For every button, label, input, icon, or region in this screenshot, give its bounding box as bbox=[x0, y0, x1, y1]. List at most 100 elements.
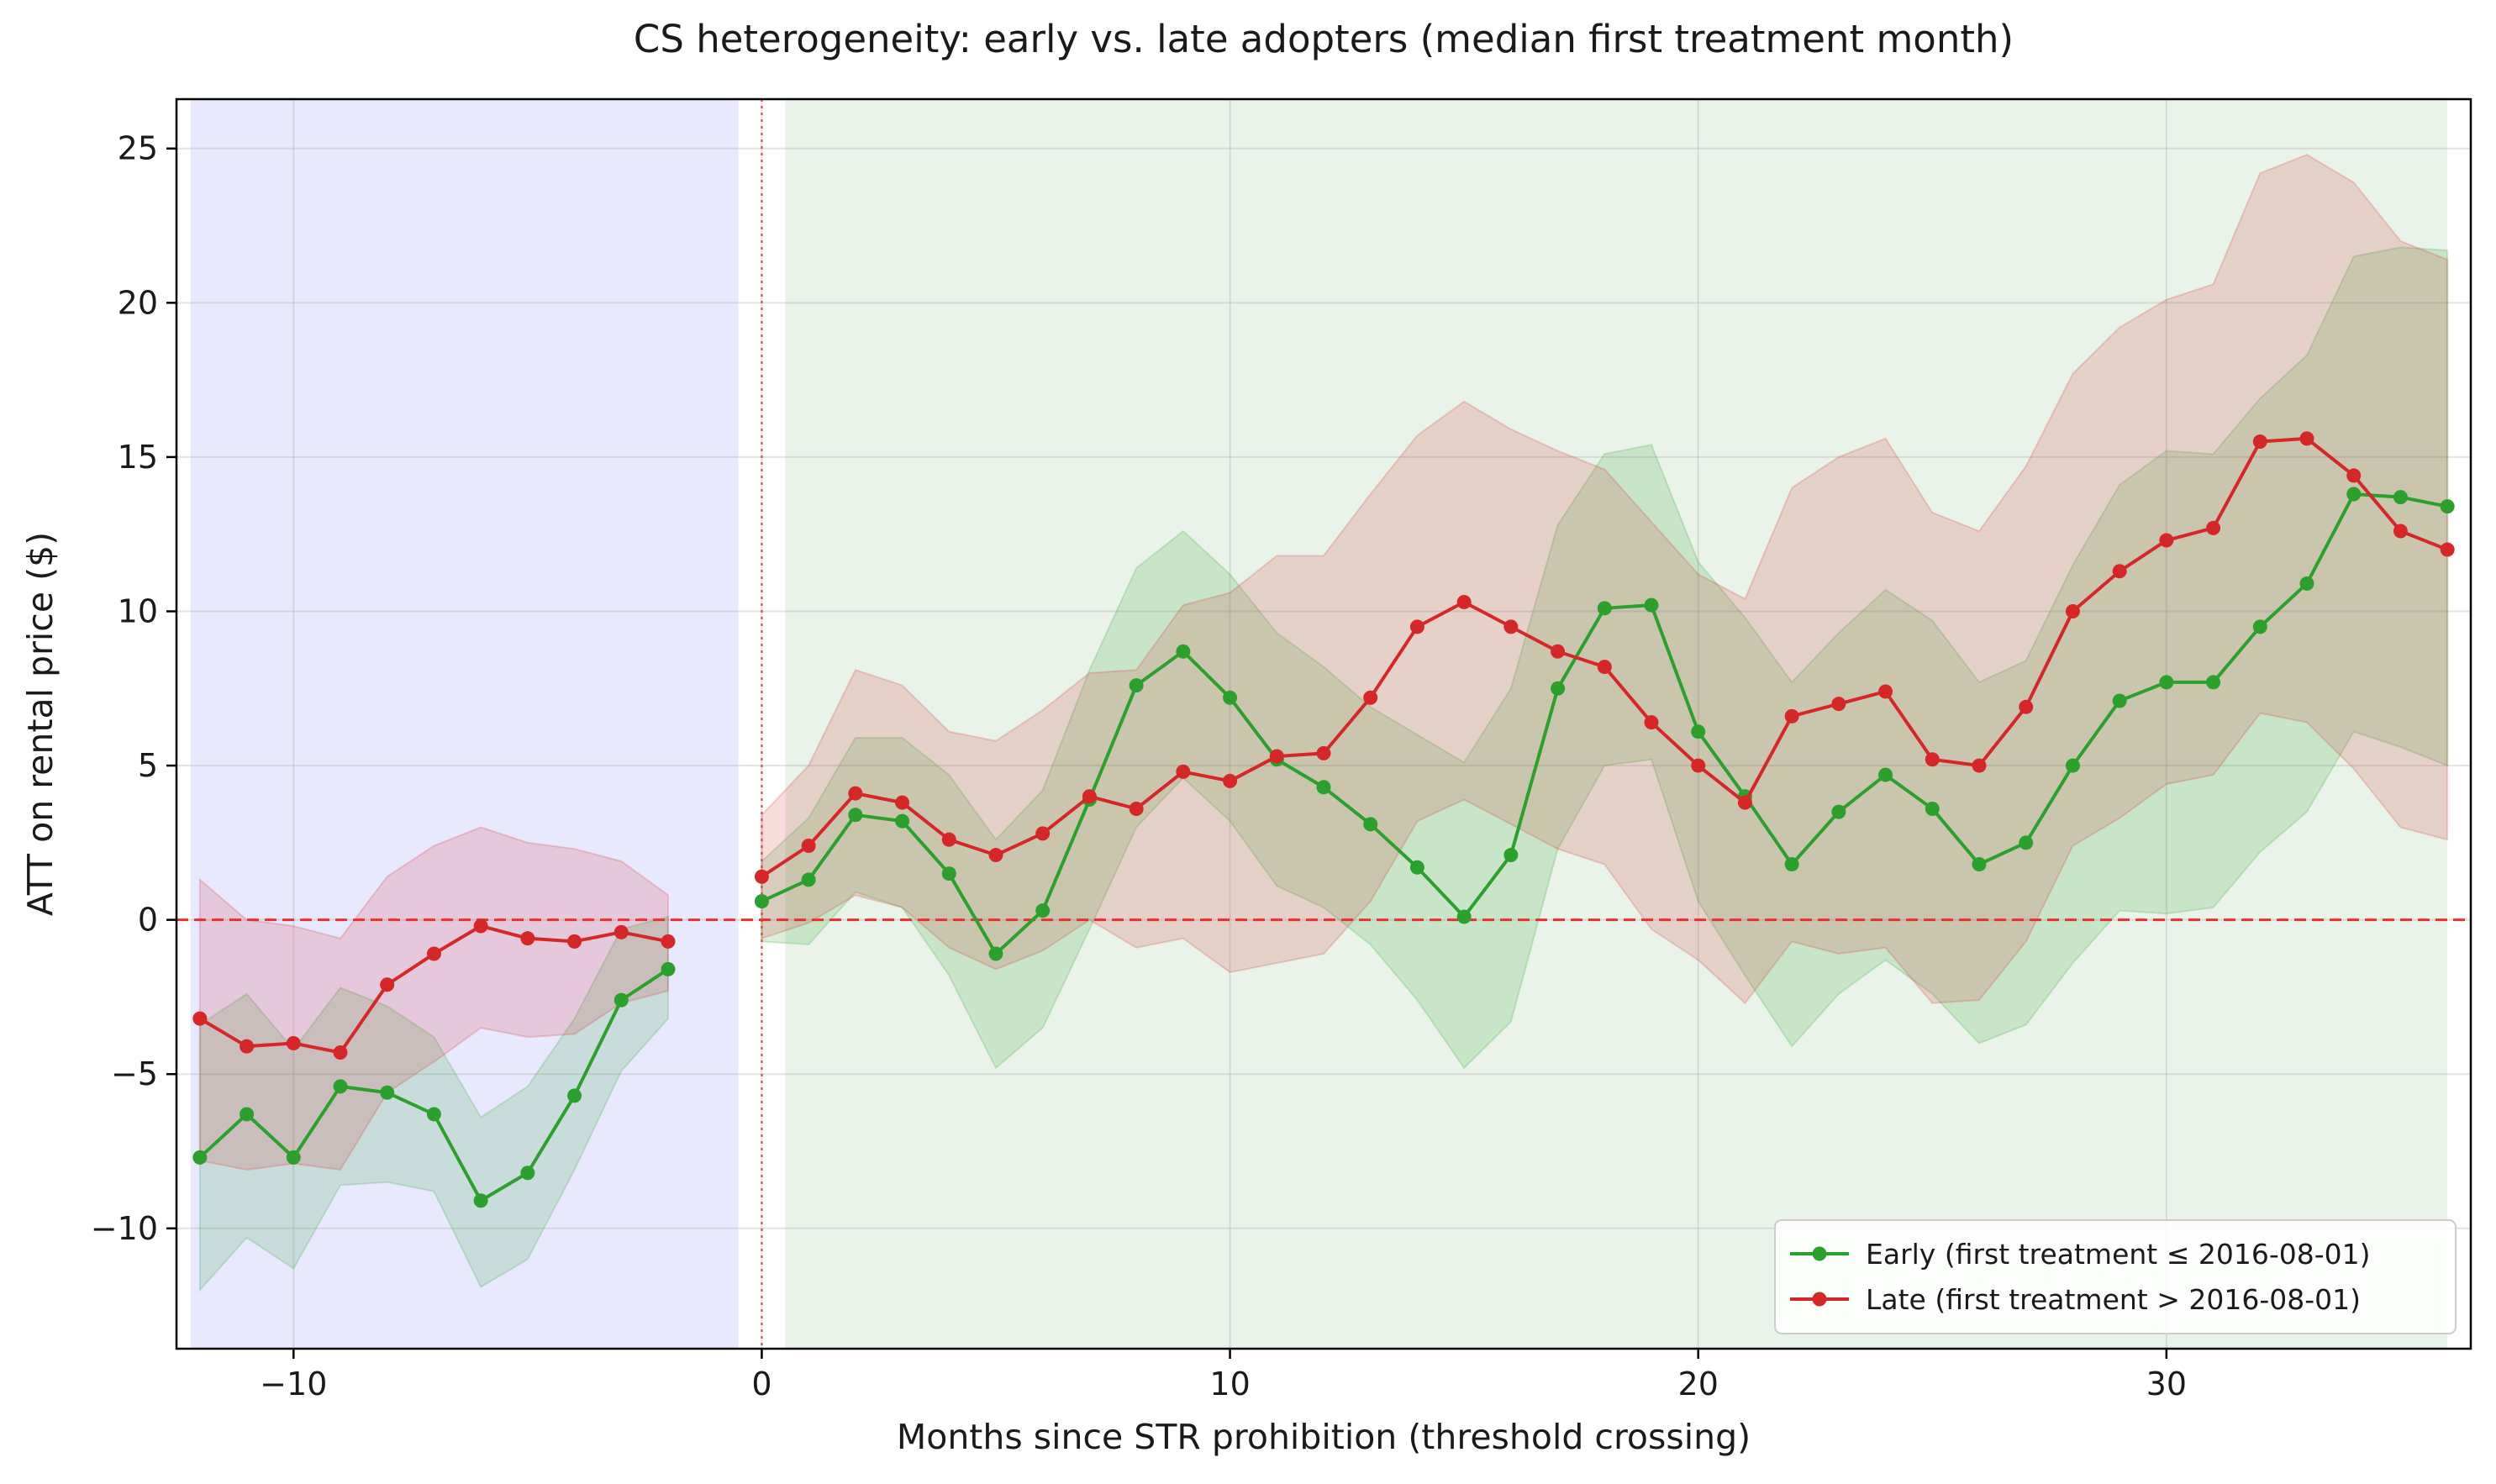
chart-title: CS heterogeneity: early vs. late adopter… bbox=[634, 17, 2014, 61]
data-point-early bbox=[1644, 597, 1659, 613]
data-point-late bbox=[1409, 619, 1424, 634]
data-point-early bbox=[1925, 801, 1940, 816]
data-point-late bbox=[895, 795, 910, 810]
data-point-late bbox=[1223, 773, 1238, 788]
data-point-late bbox=[380, 977, 395, 992]
data-point-early bbox=[473, 1193, 488, 1208]
data-point-early bbox=[286, 1150, 301, 1165]
data-point-early bbox=[801, 872, 816, 887]
data-point-early bbox=[2019, 835, 2034, 850]
legend-marker-early bbox=[1812, 1246, 1827, 1261]
data-point-late bbox=[192, 1011, 208, 1026]
data-point-early bbox=[1503, 848, 1519, 863]
data-point-late bbox=[1737, 795, 1752, 810]
data-point-late bbox=[567, 934, 582, 949]
data-point-late bbox=[754, 869, 769, 884]
data-point-early bbox=[1972, 857, 1987, 872]
data-point-late bbox=[1082, 789, 1097, 804]
x-tick-label: 20 bbox=[1678, 1366, 1719, 1402]
y-tick-label: −10 bbox=[91, 1210, 158, 1247]
x-tick-label: 10 bbox=[1209, 1366, 1250, 1402]
x-tick-label: 0 bbox=[751, 1366, 771, 1402]
shaded-regions bbox=[190, 99, 2448, 1349]
reference-lines bbox=[176, 99, 2471, 1349]
data-point-late bbox=[2206, 520, 2221, 535]
data-point-late bbox=[1831, 697, 1846, 712]
data-point-early bbox=[613, 992, 629, 1008]
data-point-early bbox=[2252, 619, 2267, 634]
data-point-late bbox=[333, 1045, 348, 1060]
data-point-late bbox=[240, 1039, 255, 1054]
shaded-region-pre-treatment bbox=[190, 99, 739, 1349]
confidence-band-early bbox=[198, 915, 669, 1292]
data-point-late bbox=[941, 832, 956, 847]
data-point-late bbox=[1972, 758, 1987, 773]
data-point-late bbox=[2019, 699, 2034, 714]
data-point-early bbox=[192, 1150, 208, 1165]
y-tick-label: 10 bbox=[118, 592, 158, 629]
data-point-early bbox=[1784, 857, 1799, 872]
data-point-early bbox=[988, 946, 1003, 961]
data-point-early bbox=[2299, 576, 2314, 591]
data-point-early bbox=[1223, 690, 1238, 705]
data-point-late bbox=[1129, 801, 1144, 816]
series-lines bbox=[192, 431, 2455, 1208]
data-point-late bbox=[426, 946, 441, 961]
data-point-late bbox=[1644, 715, 1659, 730]
data-point-late bbox=[520, 931, 535, 946]
data-point-late bbox=[1691, 758, 1706, 773]
data-point-early bbox=[1129, 678, 1144, 693]
data-point-early bbox=[240, 1107, 255, 1122]
data-point-late bbox=[2159, 533, 2174, 548]
data-point-late bbox=[1035, 826, 1051, 841]
data-point-early bbox=[1551, 681, 1566, 696]
data-point-late bbox=[2112, 564, 2127, 579]
data-point-early bbox=[567, 1088, 582, 1103]
data-point-late bbox=[286, 1036, 301, 1051]
data-point-late bbox=[1925, 752, 1940, 767]
data-point-late bbox=[1597, 660, 1612, 675]
shaded-region-post-treatment bbox=[785, 99, 2448, 1349]
data-point-early bbox=[2112, 693, 2127, 708]
data-point-late bbox=[2440, 542, 2455, 557]
data-point-early bbox=[941, 866, 956, 881]
data-point-late bbox=[2393, 524, 2408, 539]
legend-label-early: Early (first treatment ≤ 2016-08-01) bbox=[1866, 1238, 2371, 1271]
y-tick-label: 15 bbox=[118, 439, 158, 476]
data-point-late bbox=[661, 934, 676, 949]
data-point-early bbox=[2159, 675, 2174, 690]
data-point-late bbox=[473, 918, 488, 934]
confidence-band-late bbox=[761, 153, 2449, 1005]
data-point-late bbox=[2065, 603, 2080, 618]
data-point-late bbox=[1878, 684, 1893, 699]
y-tick-label: 0 bbox=[138, 902, 158, 939]
data-point-early bbox=[754, 894, 769, 909]
data-point-early bbox=[1691, 724, 1706, 739]
legend-marker-late bbox=[1812, 1292, 1827, 1307]
data-point-early bbox=[2440, 499, 2455, 514]
data-point-early bbox=[1878, 767, 1893, 782]
data-point-late bbox=[1503, 619, 1519, 634]
x-tick-label: −10 bbox=[260, 1366, 327, 1402]
data-point-late bbox=[613, 924, 629, 939]
data-point-early bbox=[1035, 903, 1051, 918]
data-point-late bbox=[1784, 708, 1799, 724]
data-point-early bbox=[1597, 601, 1612, 616]
y-tick-label: −5 bbox=[111, 1055, 158, 1092]
data-point-early bbox=[2346, 487, 2362, 502]
data-point-late bbox=[1363, 690, 1378, 705]
data-point-late bbox=[1269, 749, 1284, 764]
data-point-early bbox=[380, 1085, 395, 1100]
data-point-late bbox=[988, 848, 1003, 863]
x-axis-title: Months since STR prohibition (threshold … bbox=[897, 1417, 1751, 1457]
data-point-early bbox=[1409, 860, 1424, 875]
data-point-early bbox=[2065, 758, 2080, 773]
data-point-late bbox=[1551, 644, 1566, 659]
confidence-band-early bbox=[761, 246, 2449, 1070]
data-point-early bbox=[661, 961, 676, 976]
data-point-late bbox=[2346, 468, 2362, 483]
data-point-early bbox=[1176, 644, 1191, 659]
x-tick-label: 30 bbox=[2146, 1366, 2187, 1402]
y-tick-label: 25 bbox=[118, 130, 158, 167]
